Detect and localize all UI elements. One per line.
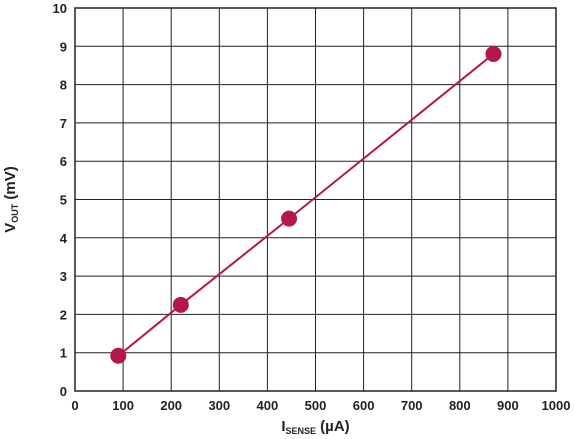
x-tick-label: 400 xyxy=(257,398,279,413)
y-tick-label: 9 xyxy=(60,39,67,54)
x-axis-label: ISENSE (µA) xyxy=(281,418,349,436)
data-point xyxy=(172,296,189,313)
x-axis-label-main: I xyxy=(281,418,285,435)
x-tick-label: 100 xyxy=(112,398,134,413)
y-axis-label-unit: (mV) xyxy=(2,166,19,204)
x-axis-label-unit: (µA) xyxy=(316,418,350,435)
data-point xyxy=(485,45,502,62)
y-axis-label-sub: OUT xyxy=(10,203,20,223)
x-tick-label: 700 xyxy=(401,398,423,413)
grid xyxy=(75,8,556,391)
x-tick-label: 500 xyxy=(305,398,327,413)
y-tick-label: 7 xyxy=(60,116,67,131)
y-axis-label-main: V xyxy=(2,223,19,233)
x-axis-ticks: 0 100 200 300 400 500 600 700 800 900 1000 xyxy=(71,398,570,413)
x-tick-label: 800 xyxy=(449,398,471,413)
x-tick-label: 900 xyxy=(497,398,519,413)
y-axis-label: VOUT (mV) xyxy=(2,166,20,233)
x-tick-label: 200 xyxy=(160,398,182,413)
y-tick-label: 3 xyxy=(60,269,67,284)
y-tick-label: 10 xyxy=(53,1,67,16)
x-tick-label: 600 xyxy=(353,398,375,413)
data-point xyxy=(110,347,127,364)
y-tick-label: 0 xyxy=(60,384,67,399)
plot-frame xyxy=(74,7,557,392)
series-line xyxy=(117,53,495,357)
data-points xyxy=(110,45,502,364)
y-tick-label: 4 xyxy=(60,231,68,246)
y-tick-label: 2 xyxy=(60,307,67,322)
y-tick-label: 1 xyxy=(60,346,67,361)
x-tick-label: 300 xyxy=(208,398,230,413)
x-axis-label-sub: SENSE xyxy=(286,426,317,436)
data-point xyxy=(281,210,298,227)
y-tick-label: 8 xyxy=(60,78,67,93)
x-tick-label: 1000 xyxy=(542,398,571,413)
y-axis-ticks: 0 1 2 3 4 5 6 7 8 9 10 xyxy=(53,1,68,399)
y-tick-label: 6 xyxy=(60,154,67,169)
x-tick-label: 0 xyxy=(71,398,78,413)
y-tick-label: 5 xyxy=(60,193,67,208)
